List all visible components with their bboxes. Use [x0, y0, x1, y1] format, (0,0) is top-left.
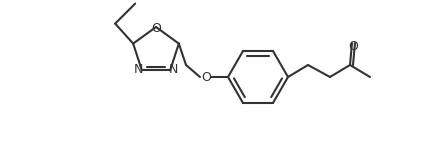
Text: N: N — [134, 63, 144, 76]
Text: N: N — [168, 63, 178, 76]
Text: O: O — [151, 22, 161, 34]
Text: O: O — [348, 39, 359, 53]
Text: O: O — [201, 71, 211, 83]
